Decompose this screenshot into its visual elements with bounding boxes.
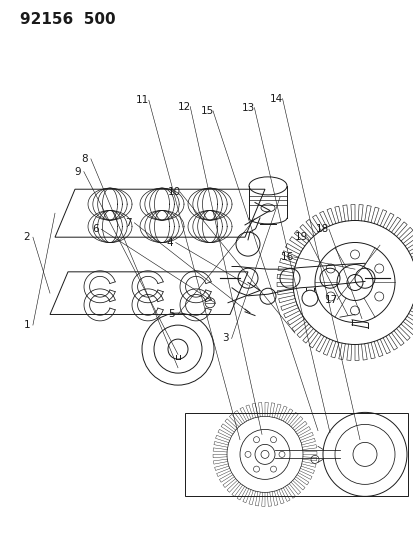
Text: 19: 19 xyxy=(294,232,307,242)
Text: 13: 13 xyxy=(241,103,254,112)
Text: 18: 18 xyxy=(316,224,329,234)
Text: 1: 1 xyxy=(24,320,30,330)
Text: 2: 2 xyxy=(24,232,30,242)
Text: 3: 3 xyxy=(222,334,228,343)
Text: 8: 8 xyxy=(81,154,88,164)
Text: 14: 14 xyxy=(269,94,282,103)
Text: 4: 4 xyxy=(166,238,173,247)
Bar xyxy=(185,413,407,496)
Text: 15: 15 xyxy=(200,106,213,116)
Text: 16: 16 xyxy=(280,252,294,262)
Text: 9: 9 xyxy=(74,167,81,176)
Text: 17: 17 xyxy=(324,295,337,304)
Text: 11: 11 xyxy=(136,95,149,105)
Text: 92156  500: 92156 500 xyxy=(20,12,115,27)
Text: 7: 7 xyxy=(125,218,131,228)
Text: 10: 10 xyxy=(167,187,180,197)
Text: 12: 12 xyxy=(177,102,190,111)
Text: 5: 5 xyxy=(168,310,175,319)
Text: 6: 6 xyxy=(92,224,98,234)
